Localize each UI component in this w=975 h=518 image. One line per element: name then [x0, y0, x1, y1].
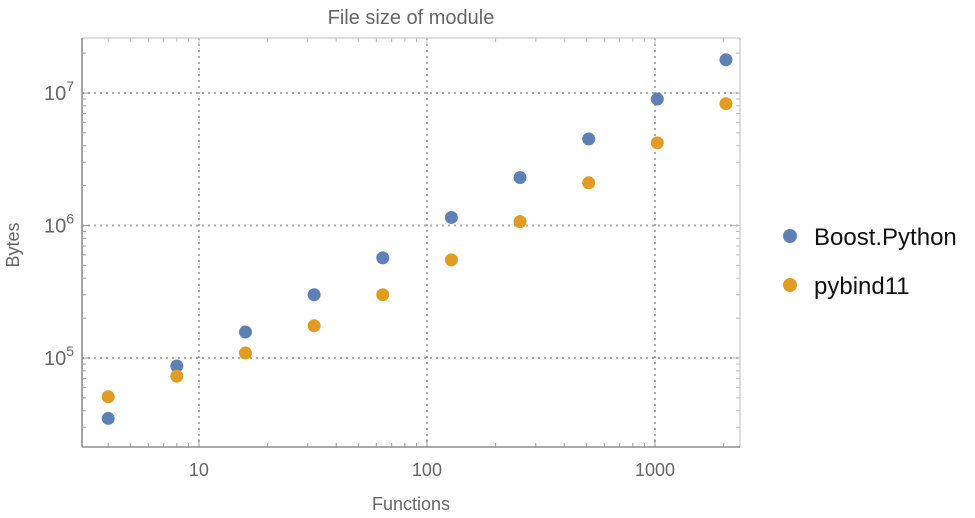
data-point-pybind11	[582, 176, 596, 190]
y-tick-label: 105	[44, 343, 74, 370]
data-point-pybind11	[719, 97, 733, 111]
y-axis-label: Bytes	[3, 222, 23, 267]
data-point-boost-python	[307, 288, 321, 302]
legend-marker	[783, 229, 797, 243]
x-tick-label: 100	[412, 460, 442, 480]
legend-label: pybind11	[814, 273, 910, 300]
legend-label: Boost.Python	[814, 224, 957, 251]
legend: Boost.Python pybind11	[783, 224, 957, 300]
x-axis-label: Functions	[372, 494, 450, 513]
y-tick-label: 106	[44, 210, 74, 237]
axis-ticks: 10 100 1000 105 106 107	[44, 38, 740, 480]
plot-frame	[81, 37, 741, 448]
data-point-boost-python	[719, 53, 733, 67]
data-point-boost-python	[650, 92, 664, 106]
data-point-boost-python	[513, 171, 527, 185]
y-tick-label: 107	[44, 78, 74, 105]
data-point-pybind11	[238, 346, 252, 360]
data-point-boost-python	[444, 210, 458, 224]
data-point-boost-python	[582, 132, 596, 146]
data-point-boost-python	[376, 251, 390, 265]
data-point-pybind11	[307, 319, 321, 333]
data-point-pybind11	[101, 390, 115, 404]
chart-title: File size of module	[328, 7, 495, 29]
data-point-pybind11	[170, 369, 184, 383]
x-tick-label: 10	[189, 460, 209, 480]
data-point-boost-python	[238, 325, 252, 339]
data-point-pybind11	[513, 215, 527, 229]
data-points	[101, 53, 733, 425]
data-point-pybind11	[376, 288, 390, 302]
x-tick-label: 1000	[635, 460, 675, 480]
data-point-boost-python	[101, 411, 115, 425]
data-point-boost-python	[170, 359, 184, 373]
data-point-pybind11	[650, 136, 664, 150]
grid	[82, 38, 740, 447]
legend-marker	[783, 278, 797, 292]
data-point-pybind11	[444, 253, 458, 267]
